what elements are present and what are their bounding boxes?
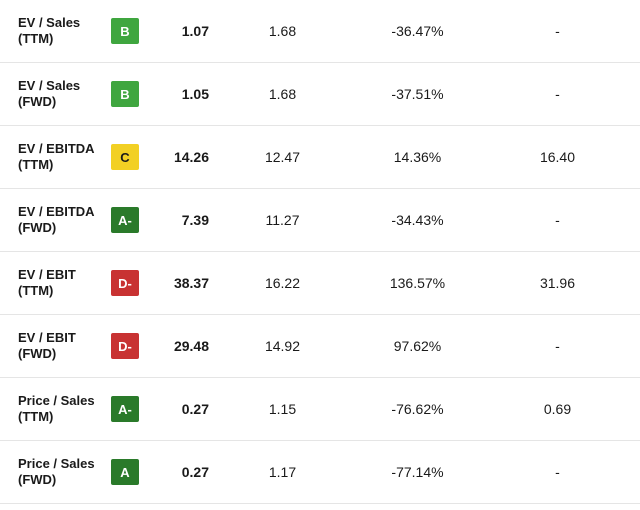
metric-label: EV / Sales (TTM) <box>0 5 100 58</box>
avg-value: 31.96 <box>485 275 630 291</box>
grade-cell: A <box>100 459 150 485</box>
valuation-table: EV / Sales (TTM)B1.071.68-36.47%-EV / Sa… <box>0 0 640 504</box>
grade-badge: A- <box>111 396 139 422</box>
diff-value: -37.51% <box>350 86 485 102</box>
avg-value: - <box>485 86 630 102</box>
metric-value: 1.07 <box>150 23 215 39</box>
metric-value: 29.48 <box>150 338 215 354</box>
grade-badge: D- <box>111 333 139 359</box>
diff-value: -76.62% <box>350 401 485 417</box>
table-row: EV / EBITDA (FWD) A- 7.3911.27-34.43%- <box>0 189 640 252</box>
table-row: EV / Sales (TTM) B 1.071.68-36.47%- <box>0 0 640 63</box>
avg-value: 16.40 <box>485 149 630 165</box>
avg-value: - <box>485 23 630 39</box>
metric-label: EV / EBIT (TTM) <box>0 257 100 310</box>
metric-value: 0.27 <box>150 401 215 417</box>
grade-cell: A- <box>100 396 150 422</box>
sector-value: 1.17 <box>215 464 350 480</box>
table-row: EV / EBIT (TTM) D- 38.3716.22136.57%31.96 <box>0 252 640 315</box>
metric-label: EV / EBITDA (TTM) <box>0 131 100 184</box>
grade-badge: B <box>111 81 139 107</box>
metric-label: EV / EBITDA (FWD) <box>0 194 100 247</box>
diff-value: -34.43% <box>350 212 485 228</box>
avg-value: - <box>485 212 630 228</box>
metric-value: 38.37 <box>150 275 215 291</box>
diff-value: 97.62% <box>350 338 485 354</box>
table-row: Price / Sales (TTM) A- 0.271.15-76.62%0.69 <box>0 378 640 441</box>
grade-cell: B <box>100 18 150 44</box>
grade-badge: C <box>111 144 139 170</box>
metric-label: Price / Sales (TTM) <box>0 383 100 436</box>
metric-label: EV / Sales (FWD) <box>0 68 100 121</box>
diff-value: 14.36% <box>350 149 485 165</box>
metric-label: EV / EBIT (FWD) <box>0 320 100 373</box>
grade-cell: B <box>100 81 150 107</box>
diff-value: -36.47% <box>350 23 485 39</box>
grade-cell: C <box>100 144 150 170</box>
metric-value: 1.05 <box>150 86 215 102</box>
sector-value: 14.92 <box>215 338 350 354</box>
table-row: Price / Sales (FWD) A 0.271.17-77.14%- <box>0 441 640 504</box>
sector-value: 11.27 <box>215 212 350 228</box>
grade-cell: A- <box>100 207 150 233</box>
sector-value: 16.22 <box>215 275 350 291</box>
grade-badge: D- <box>111 270 139 296</box>
diff-value: 136.57% <box>350 275 485 291</box>
grade-badge: A- <box>111 207 139 233</box>
grade-cell: D- <box>100 270 150 296</box>
sector-value: 1.68 <box>215 23 350 39</box>
grade-cell: D- <box>100 333 150 359</box>
metric-value: 0.27 <box>150 464 215 480</box>
grade-badge: A <box>111 459 139 485</box>
table-row: EV / EBITDA (TTM) C 14.2612.4714.36%16.40 <box>0 126 640 189</box>
sector-value: 1.15 <box>215 401 350 417</box>
table-row: EV / Sales (FWD) B 1.051.68-37.51%- <box>0 63 640 126</box>
metric-value: 14.26 <box>150 149 215 165</box>
sector-value: 1.68 <box>215 86 350 102</box>
table-row: EV / EBIT (FWD) D- 29.4814.9297.62%- <box>0 315 640 378</box>
metric-label: Price / Sales (FWD) <box>0 446 100 499</box>
sector-value: 12.47 <box>215 149 350 165</box>
avg-value: - <box>485 338 630 354</box>
metric-value: 7.39 <box>150 212 215 228</box>
avg-value: - <box>485 464 630 480</box>
avg-value: 0.69 <box>485 401 630 417</box>
diff-value: -77.14% <box>350 464 485 480</box>
grade-badge: B <box>111 18 139 44</box>
